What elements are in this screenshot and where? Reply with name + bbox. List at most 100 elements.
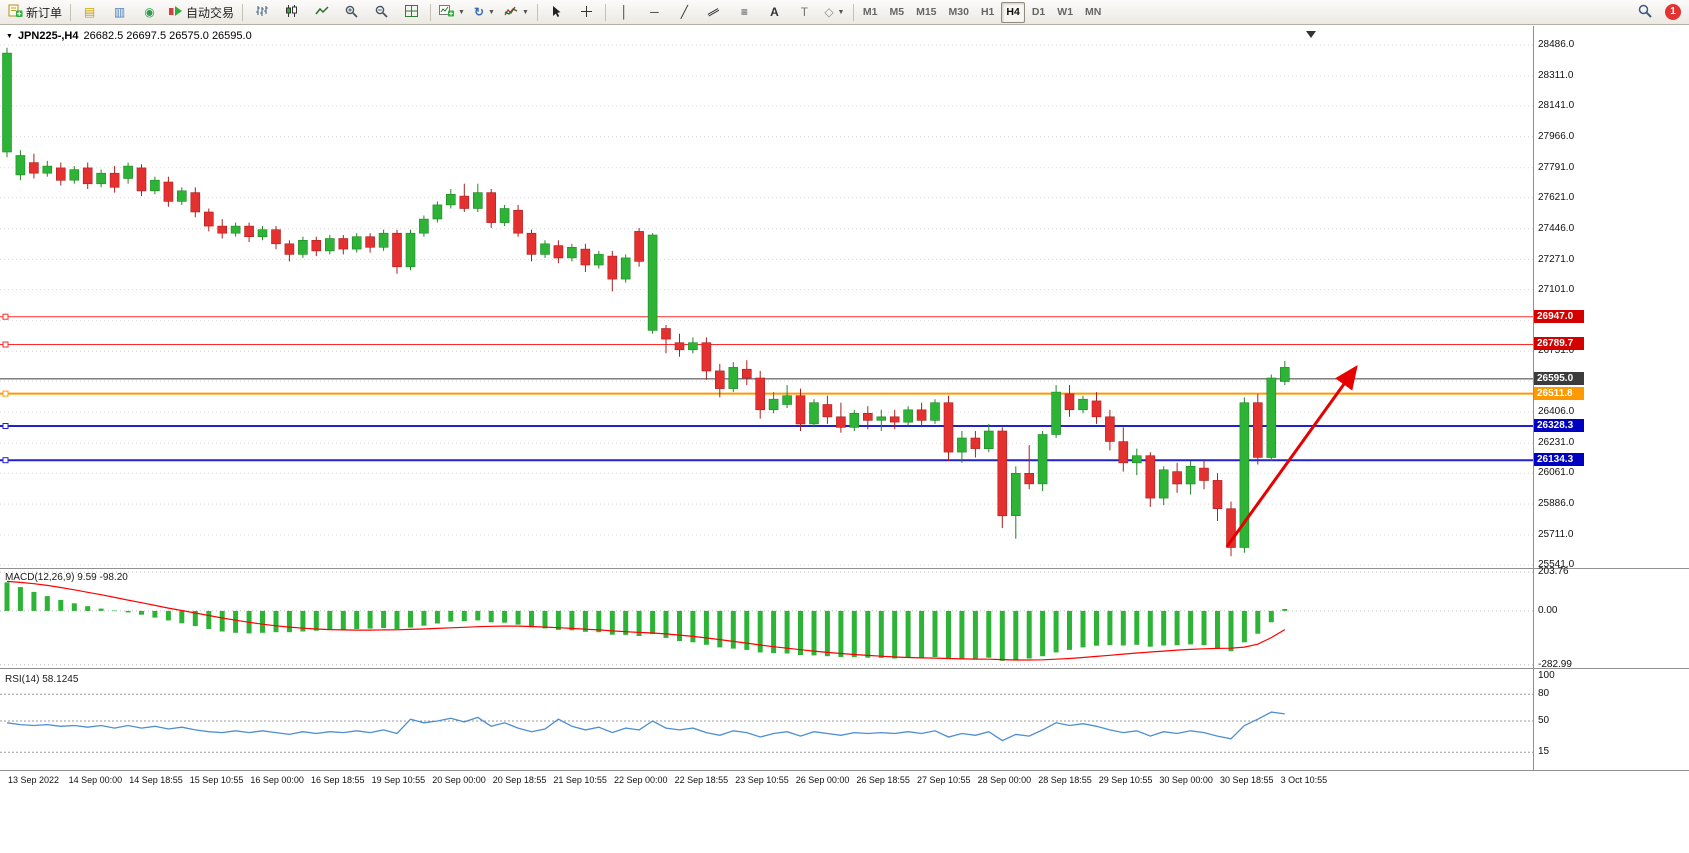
candle-body <box>1105 416 1115 442</box>
candle-body <box>257 229 268 238</box>
hline-handle[interactable] <box>2 390 9 397</box>
hline-handle[interactable] <box>2 341 9 348</box>
market-watch-button[interactable]: ▤ <box>75 1 104 24</box>
panel-divider[interactable] <box>0 668 1689 669</box>
candle-body <box>445 194 456 206</box>
timeframe-button-m5[interactable]: M5 <box>889 6 905 18</box>
price-axis-label: 26061.0 <box>1538 467 1575 479</box>
candle-body <box>405 232 416 268</box>
vertical-line-button[interactable]: │ <box>610 1 639 24</box>
notification-badge[interactable]: 1 <box>1665 4 1681 20</box>
time-axis-label: 23 Sep 10:55 <box>735 775 789 785</box>
macd-histogram-bar <box>313 610 319 631</box>
candle-body <box>526 232 537 255</box>
timeframe-button-m30[interactable]: M30 <box>948 6 969 18</box>
hline-handle[interactable] <box>2 423 9 429</box>
candle-body <box>1024 472 1034 485</box>
main-chart[interactable] <box>0 28 1533 568</box>
macd-histogram-bar <box>703 610 709 645</box>
macd-histogram-bar <box>1013 610 1019 660</box>
candle-body <box>957 437 967 453</box>
candle-body <box>809 402 819 425</box>
timeframe-button-d1[interactable]: D1 <box>1031 6 1046 18</box>
trend-arrow[interactable] <box>1225 364 1358 548</box>
macd-histogram-bar <box>986 610 992 658</box>
rsi-line <box>6 711 1285 742</box>
channel-button[interactable]: ∥ <box>700 1 729 24</box>
trendline-button[interactable]: ╱ <box>670 1 699 24</box>
candle-body <box>190 192 201 213</box>
candle-body <box>728 367 739 389</box>
horizontal-line-button[interactable]: ─ <box>640 1 669 24</box>
text-button[interactable]: A <box>760 1 789 24</box>
panel-divider <box>0 770 1689 771</box>
tile-windows-icon <box>405 5 419 19</box>
chevron-down-icon: ▼ <box>488 8 495 16</box>
navigator-button[interactable]: ▥ <box>105 1 134 24</box>
main-toolbar: 新订单 ▤ ▥ ◉ 自动交易 <box>0 0 1689 25</box>
candle-body <box>150 179 160 192</box>
candle-body <box>1253 402 1263 458</box>
candlestick-chart-icon <box>285 5 298 19</box>
macd-histogram-bar <box>811 610 817 656</box>
auto-trading-button[interactable]: 自动交易 <box>165 1 238 24</box>
candle-body <box>1091 400 1102 418</box>
timeframe-button-m1[interactable]: M1 <box>862 6 878 18</box>
line-chart-button[interactable] <box>307 1 336 24</box>
time-axis-label: 26 Sep 00:00 <box>795 775 850 785</box>
cursor-button[interactable] <box>542 1 571 24</box>
timeframe-button-mn[interactable]: MN <box>1085 6 1102 18</box>
candlestick-chart-button[interactable] <box>277 1 306 24</box>
panel-divider[interactable] <box>0 568 1689 569</box>
candle-body <box>42 165 53 174</box>
macd-histogram-bar <box>919 610 925 658</box>
crosshair-button[interactable] <box>572 1 601 24</box>
timeframe-button-w1[interactable]: W1 <box>1057 6 1074 18</box>
new-chart-button[interactable]: ▼ <box>435 1 469 24</box>
time-axis-label: 26 Sep 18:55 <box>856 775 910 785</box>
rsi-indicator-label: RSI(14) 58.1245 <box>5 674 79 685</box>
hline-handle[interactable] <box>2 313 9 320</box>
candle-body <box>1078 398 1088 411</box>
price-axis-label: 25886.0 <box>1538 498 1575 510</box>
indicators-button[interactable]: ▼ <box>500 1 533 24</box>
candle-body <box>472 192 483 209</box>
macd-histogram-bar <box>461 610 467 622</box>
macd-histogram-bar <box>838 610 844 657</box>
hline-handle[interactable] <box>2 457 9 464</box>
text-label-button[interactable]: T <box>790 1 819 24</box>
time-axis-label: 29 Sep 10:55 <box>1098 775 1153 785</box>
timeframe-button-h1[interactable]: H1 <box>980 6 995 18</box>
zoom-out-button[interactable] <box>367 1 396 24</box>
refresh-button[interactable]: ↻ ▼ <box>470 1 499 24</box>
one-click-trading-arrow[interactable]: ▼ <box>6 32 13 40</box>
macd-histogram-bar <box>286 610 292 633</box>
rsi-panel[interactable] <box>0 672 1533 770</box>
search-button[interactable] <box>1630 1 1659 24</box>
macd-histogram-bar <box>650 610 656 635</box>
bar-chart-button[interactable] <box>247 1 276 24</box>
price-axis[interactable]: 28486.0 28311.0 28141.0 27966.0 27791.0 27621… <box>1534 26 1689 792</box>
terminal-button[interactable]: ◉ <box>135 1 164 24</box>
timeframe-button-m15[interactable]: M15 <box>916 6 937 18</box>
macd-histogram-bar <box>878 610 884 658</box>
chevron-down-icon: ▼ <box>837 8 845 16</box>
zoom-in-icon <box>345 5 358 20</box>
timeframe-toolbar: M1 M5 M15 M30 H1 H4 D1 W1 MN <box>858 1 1106 23</box>
timeframe-button-h4[interactable]: H4 <box>1001 1 1025 23</box>
price-level-badge: 26134.3 <box>1534 453 1584 467</box>
candle-body <box>755 377 766 411</box>
candle-body <box>661 328 671 340</box>
candle-body <box>29 162 39 174</box>
candle-body <box>351 236 362 250</box>
line-chart-icon <box>314 5 329 19</box>
fibonacci-button[interactable]: ≡ <box>730 1 759 24</box>
macd-panel[interactable] <box>0 570 1533 668</box>
tile-windows-button[interactable] <box>397 1 426 24</box>
new-order-button[interactable]: 新订单 <box>4 1 66 24</box>
shapes-button[interactable]: ◇ ▼ <box>820 1 849 24</box>
zoom-in-button[interactable] <box>337 1 366 24</box>
shapes-icon: ◇ <box>824 5 834 19</box>
time-axis[interactable]: 13 Sep 2022 14 Sep 00:00 14 Sep 18:55 15 Se… <box>0 772 1533 792</box>
chart-shift-marker[interactable] <box>1306 31 1316 38</box>
